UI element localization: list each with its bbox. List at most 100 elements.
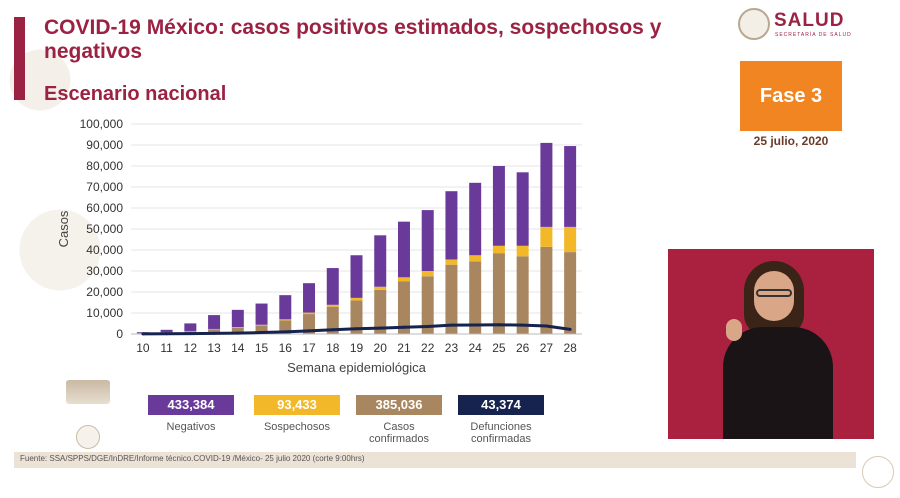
bar-negativos-18 (326, 268, 339, 305)
x-tick-label: 22 (421, 341, 435, 355)
line-point-17 (307, 329, 311, 333)
legend-label: Casos confirmados (369, 421, 429, 445)
phase-date: 25 julio, 2020 (753, 134, 829, 148)
bar-negativos-13 (208, 315, 221, 329)
seal-watermark-icon (76, 425, 100, 449)
bar-casos-confirmados-24 (469, 261, 482, 334)
x-tick-label: 25 (492, 341, 506, 355)
bar-casos-confirmados-22 (421, 276, 434, 334)
y-tick-label: 90,000 (86, 138, 123, 152)
y-tick-label: 100,000 (80, 117, 124, 131)
bar-sospechosos-26 (516, 245, 529, 257)
y-tick-label: 50,000 (86, 222, 123, 236)
line-point-24 (473, 323, 477, 327)
line-point-12 (188, 332, 192, 336)
bar-negativos-20 (374, 235, 387, 287)
bar-negativos-17 (303, 283, 316, 313)
x-tick-label: 14 (231, 341, 245, 355)
bar-casos-confirmados-26 (516, 256, 529, 334)
stacked-bar-chart: 0 10,000 20,000 30,000 40,000 50,000 60,000 70,… (56, 117, 582, 375)
bar-casos-confirmados-18 (326, 306, 339, 334)
bar-casos-confirmados-21 (397, 281, 410, 334)
x-axis-label: Semana epidemiológica (287, 360, 427, 375)
legend-value: 385,036 (356, 395, 442, 415)
x-tick-label: 13 (207, 341, 221, 355)
x-tick-label: 23 (445, 341, 459, 355)
interpreter-hand (726, 319, 742, 341)
bar-negativos-15 (255, 303, 268, 325)
bar-negativos-21 (397, 221, 410, 278)
logo-text: SALUD (774, 10, 845, 31)
line-point-11 (165, 332, 169, 336)
salud-logo: SALUD SECRETARÍA DE SALUD (738, 8, 858, 40)
bar-casos-confirmados-14 (231, 327, 244, 334)
legend-value: 43,374 (458, 395, 544, 415)
x-tick-label: 17 (302, 341, 316, 355)
line-point-13 (212, 331, 216, 335)
x-tick-label: 26 (516, 341, 530, 355)
government-emblem-icon (66, 380, 110, 404)
bar-sospechosos-28 (564, 226, 577, 253)
x-tick-label: 20 (374, 341, 388, 355)
title-accent-bar (14, 17, 25, 100)
bar-casos-confirmados-17 (303, 314, 316, 334)
legend-label: Sospechosos (263, 421, 331, 433)
glasses-icon (756, 289, 792, 297)
bar-casos-confirmados-13 (208, 329, 221, 334)
bar-negativos-26 (516, 172, 529, 246)
line-point-27 (544, 324, 548, 328)
bar-negativos-25 (492, 166, 505, 246)
bar-sospechosos-17 (303, 312, 316, 315)
line-point-22 (426, 324, 430, 328)
line-point-16 (283, 330, 287, 334)
bar-negativos-24 (469, 182, 482, 256)
legend-item: 433,384 Negativos (148, 395, 234, 433)
bar-casos-confirmados-15 (255, 325, 268, 334)
bar-sospechosos-27 (540, 226, 553, 247)
line-point-28 (568, 327, 572, 331)
y-tick-label: 30,000 (86, 264, 123, 278)
x-tick-label: 27 (540, 341, 554, 355)
bar-negativos-28 (564, 146, 577, 227)
source-text: Fuente: SSA/SPPS/DGE/InDRE/Informe técni… (20, 454, 365, 463)
line-point-14 (236, 331, 240, 335)
bar-sospechosos-18 (326, 304, 339, 307)
seal-icon (738, 8, 770, 40)
bar-sospechosos-22 (421, 271, 434, 277)
legend-value: 433,384 (148, 395, 234, 415)
y-tick-label: 70,000 (86, 180, 123, 194)
bar-negativos-19 (350, 255, 363, 298)
legend-label: Negativos (166, 421, 216, 433)
y-axis-label: Casos (56, 210, 71, 247)
phase-badge: Fase 3 (740, 61, 842, 131)
sign-language-interpreter-video (668, 249, 874, 439)
bar-sospechosos-15 (255, 324, 268, 326)
corner-logo-icon (862, 456, 894, 488)
x-tick-label: 11 (160, 341, 173, 355)
bar-casos-confirmados-20 (374, 289, 387, 334)
page-subtitle: Escenario nacional (44, 83, 227, 105)
line-point-25 (497, 323, 501, 327)
legend-item: 43,374 Defunciones confirmadas (458, 395, 544, 445)
interpreter-body (723, 327, 833, 439)
page-title: COVID-19 México: casos positivos estimad… (44, 16, 662, 63)
bar-casos-confirmados-28 (564, 252, 577, 334)
bar-negativos-22 (421, 210, 434, 271)
line-point-21 (402, 325, 406, 329)
line-point-26 (521, 323, 525, 327)
bar-casos-confirmados-25 (492, 253, 505, 334)
legend-item: 385,036 Casos confirmados (356, 395, 442, 445)
line-point-18 (331, 328, 335, 332)
legend-label: Defunciones confirmadas (470, 421, 532, 445)
bar-sospechosos-21 (397, 277, 410, 282)
bar-casos-confirmados-23 (445, 264, 458, 334)
bar-negativos-11 (160, 329, 173, 333)
bar-sospechosos-25 (492, 245, 505, 254)
x-tick-label: 18 (326, 341, 340, 355)
line-point-19 (355, 327, 358, 331)
phase-label: Fase 3 (759, 84, 823, 107)
bar-sospechosos-19 (350, 297, 363, 301)
bar-sospechosos-14 (231, 327, 244, 328)
y-tick-label: 0 (116, 327, 123, 341)
x-tick-label: 28 (563, 341, 577, 355)
